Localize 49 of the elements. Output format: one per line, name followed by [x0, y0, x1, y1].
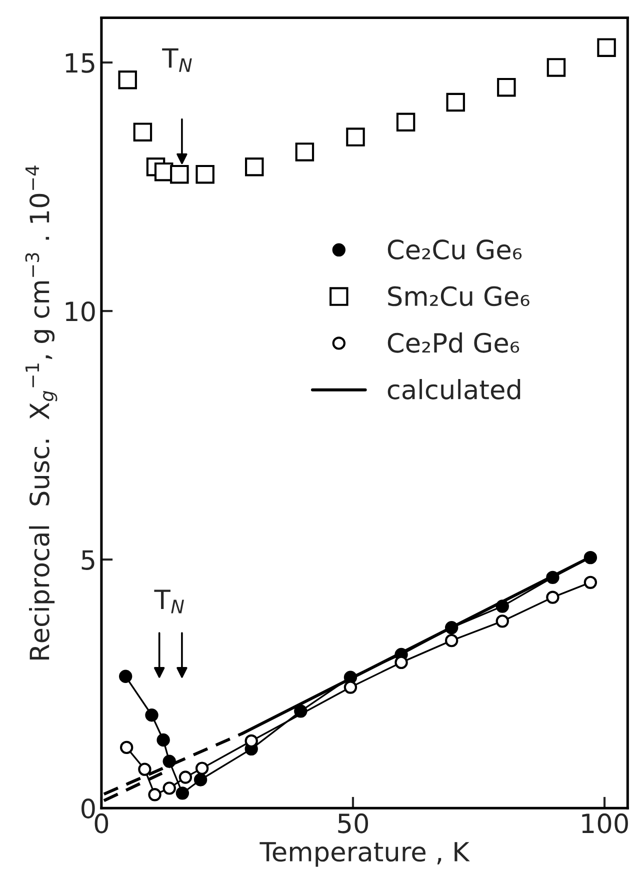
x-tick-label: 50 [338, 813, 368, 834]
legend-label: calculated [388, 379, 520, 400]
point [346, 128, 365, 146]
point [196, 164, 214, 184]
point [546, 570, 560, 584]
point [118, 670, 132, 683]
y-tick-label: 5 [82, 550, 94, 570]
point [295, 142, 314, 162]
point [195, 762, 209, 775]
point [497, 78, 516, 97]
point [194, 773, 208, 786]
point [496, 600, 509, 613]
y-tick-label: 15 [66, 53, 94, 73]
point [178, 770, 192, 784]
point [446, 92, 465, 112]
point [118, 70, 137, 90]
point [138, 762, 152, 776]
y-tick-label: 0 [82, 798, 95, 818]
point [546, 590, 560, 604]
point [120, 740, 134, 754]
legend-label: Ce₂Cu Ge₆ [388, 240, 522, 260]
point [444, 634, 458, 648]
point [584, 550, 598, 564]
point [156, 733, 170, 747]
legend-label: Ce₂Pd Ge₆ [388, 332, 520, 353]
point [176, 786, 190, 800]
point [584, 576, 598, 590]
point [546, 58, 566, 77]
point [394, 656, 408, 670]
x-tick-label: 0 [94, 813, 108, 834]
point [344, 680, 358, 694]
legend-label: Sm₂Cu Ge₆ [388, 286, 530, 306]
point [245, 158, 264, 176]
point [145, 708, 158, 722]
point [597, 38, 616, 57]
y-tick-label: 10 [66, 301, 95, 322]
point [162, 782, 176, 795]
annotation: T$_{N}$ [154, 590, 184, 614]
annotation: T$_{N}$ [162, 48, 192, 72]
point [170, 164, 189, 184]
point [162, 754, 176, 768]
point [133, 122, 152, 142]
point [148, 788, 162, 802]
y-axis-title: Reciprocal Susc. X$_{g}$$^{−1}$, g cm$^{−3}$ . 10$^{−4}$ [25, 166, 58, 660]
point [396, 112, 416, 132]
x-tick-label: 100 [582, 813, 628, 834]
point [496, 614, 509, 628]
x-axis-title: Temperature , K [260, 842, 470, 867]
point [444, 621, 458, 634]
